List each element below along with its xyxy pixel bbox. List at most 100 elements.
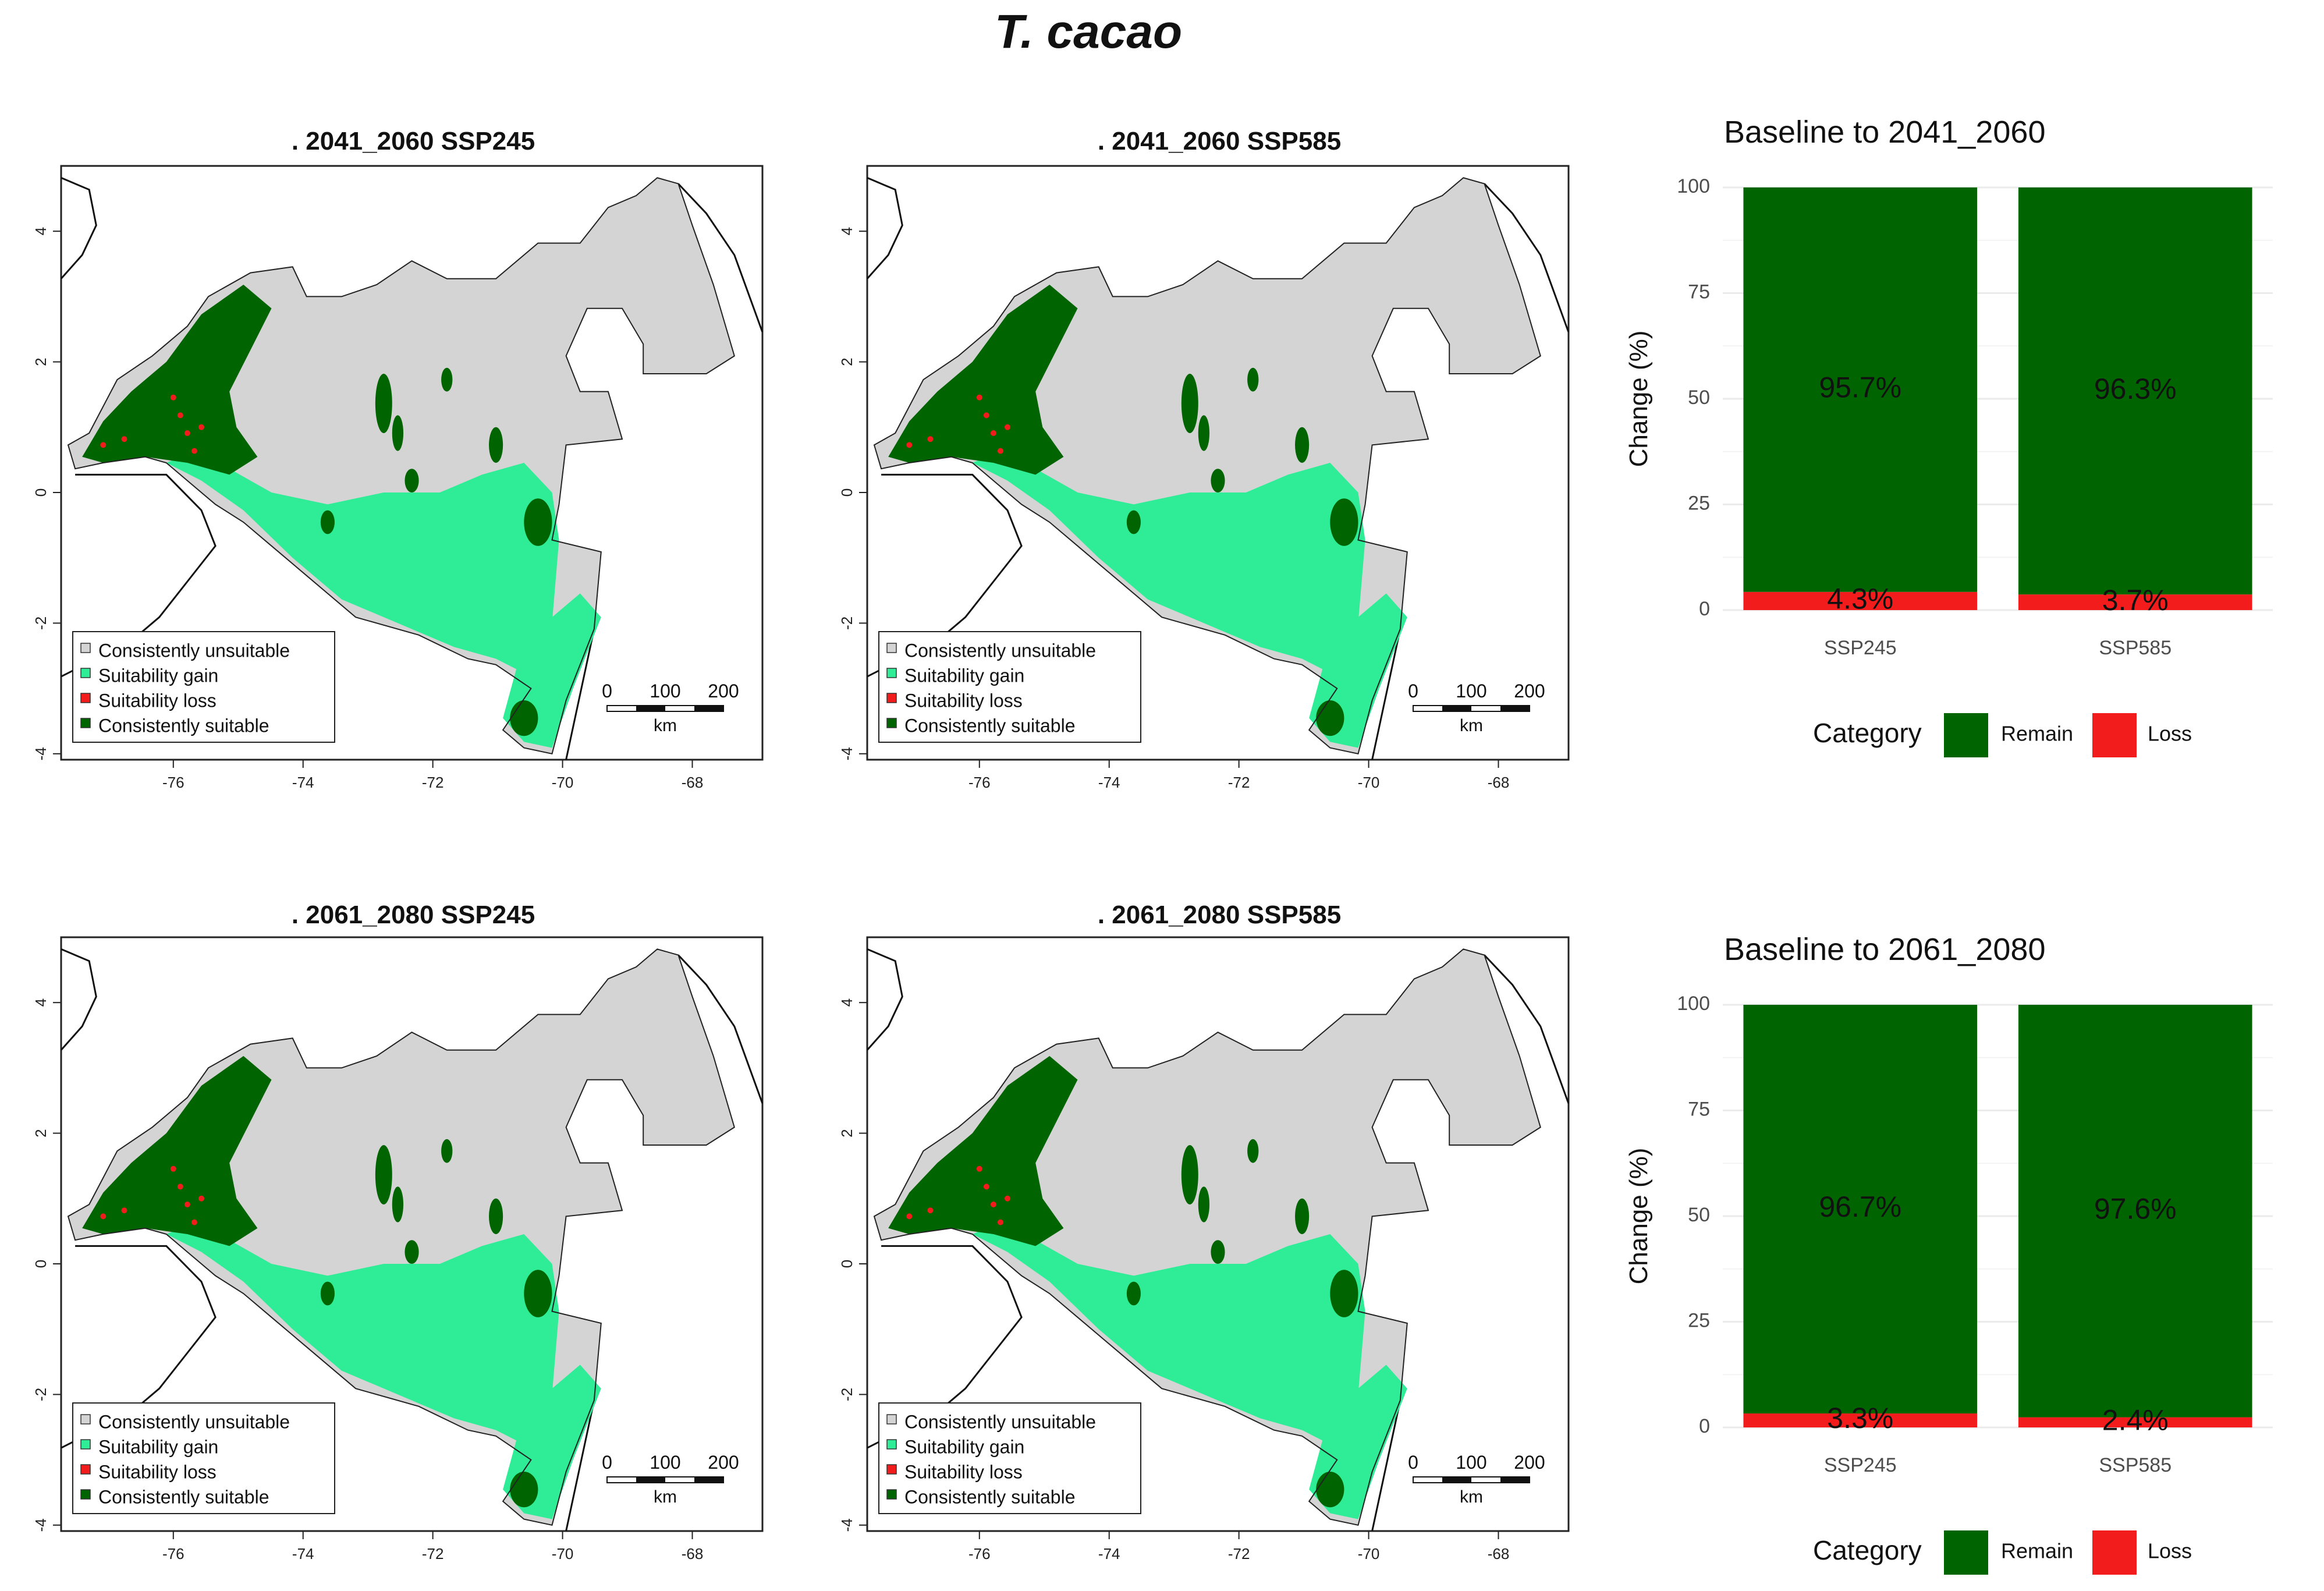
map-2061-ssp585: -76 -74 -72 -70 -68 4 2 0 -2 -4 Consistently unsui… <box>838 936 1570 1562</box>
scale-unit: km <box>1460 1487 1483 1507</box>
suitable-patch <box>1181 1145 1198 1204</box>
y-tick-label: 4 <box>838 227 856 235</box>
loss-patch <box>177 412 183 419</box>
loss-patch <box>121 436 127 442</box>
legend-label: Suitability loss <box>98 690 217 711</box>
bar-loss-ssp245 <box>1743 591 1978 610</box>
loss-patch <box>983 1183 989 1190</box>
suitable-patch <box>1198 415 1210 451</box>
legend-label: Suitability loss <box>98 1461 217 1482</box>
loss-patch <box>100 442 107 448</box>
scale-bar-segment <box>1442 706 1471 711</box>
y-tick-label: 2 <box>838 357 856 366</box>
y-tick-label: -4 <box>32 1518 49 1532</box>
loss-patch <box>983 412 989 419</box>
suitable-patch <box>1211 469 1225 492</box>
x-tick-label: SSP245 <box>1824 1454 1897 1476</box>
region-gain <box>166 451 559 677</box>
legend-swatch <box>886 1464 897 1475</box>
legend-label: Suitability gain <box>98 665 218 686</box>
x-tick-label: -72 <box>1228 1545 1250 1562</box>
legend-label-loss: Loss <box>2148 1539 2192 1563</box>
suitable-patch <box>375 374 392 433</box>
scale-bar-segment <box>1442 1477 1471 1483</box>
x-tick-label: -68 <box>682 1545 704 1562</box>
loss-patch <box>927 1207 934 1214</box>
legend-swatch <box>886 1489 897 1500</box>
x-tick-label: -68 <box>1488 774 1510 791</box>
bar-loss-ssp245 <box>1743 1413 1978 1427</box>
legend-swatch <box>886 1414 897 1425</box>
loss-patch <box>976 394 982 401</box>
suitable-patch <box>524 498 552 546</box>
data-label-loss: 4.3% <box>1827 583 1893 615</box>
border-line <box>677 183 764 333</box>
y-tick-label: 100 <box>1677 993 1710 1015</box>
data-label-remain: 96.3% <box>2094 373 2177 405</box>
map-title-2061-ssp245: . 2061_2080 SSP245 <box>291 901 535 929</box>
legend-label: Suitability gain <box>904 1436 1024 1457</box>
legend-label-remain: Remain <box>2001 722 2073 746</box>
y-axis-label: Change (%) <box>1624 331 1653 467</box>
scale-label: 100 <box>650 681 680 701</box>
y-tick-label: 100 <box>1677 175 1710 197</box>
x-tick-label: -70 <box>552 774 574 791</box>
legend-swatch <box>886 693 897 703</box>
suitable-patch <box>1330 1270 1358 1317</box>
bar-remain-ssp585 <box>2018 187 2252 595</box>
y-tick-label: 4 <box>838 998 856 1007</box>
y-tick-label: -2 <box>32 1388 49 1401</box>
y-tick-label: 25 <box>1688 492 1710 514</box>
legend-label: Suitability gain <box>98 1436 218 1457</box>
suitable-patch <box>1247 1139 1259 1163</box>
legend-label-loss: Loss <box>2148 722 2192 746</box>
data-label-remain: 95.7% <box>1819 371 1901 404</box>
coastline <box>60 948 97 1051</box>
x-tick-label: -74 <box>1098 1545 1120 1562</box>
bar-chart-title-2041: Baseline to 2041_2060 <box>1724 115 2046 150</box>
scale-label: 200 <box>708 1452 739 1473</box>
legend-swatch <box>886 643 897 653</box>
loss-patch <box>191 448 197 454</box>
y-tick-label: -4 <box>838 747 856 760</box>
loss-patch <box>990 430 996 436</box>
loss-patch <box>177 1183 183 1190</box>
border-line <box>1484 954 1570 1104</box>
suitable-patch <box>489 1198 503 1234</box>
legend-swatch <box>80 668 91 678</box>
bar-loss-ssp585 <box>2018 594 2252 610</box>
region-suitable <box>888 1056 1078 1246</box>
y-tick-label: 4 <box>32 998 49 1007</box>
y-tick-label: 0 <box>838 488 856 497</box>
x-tick-label: -72 <box>1228 774 1250 791</box>
scale-label: 100 <box>650 1452 680 1473</box>
x-tick-label: -72 <box>422 774 444 791</box>
map-2041-ssp585: -76 -74 -72 -70 -68 4 2 0 -2 -4 Consistently unsui… <box>838 165 1570 791</box>
suitable-patch <box>1316 1472 1344 1508</box>
border-line <box>677 954 764 1104</box>
coastline <box>866 177 903 279</box>
suitable-patch <box>1295 427 1310 463</box>
legend-label: Consistently suitable <box>904 1486 1075 1507</box>
loss-patch <box>990 1202 996 1207</box>
y-tick-label: -2 <box>32 616 49 630</box>
suitable-patch <box>375 1145 392 1204</box>
x-tick-label: SSP245 <box>1824 637 1897 659</box>
legend-swatch-remain <box>1944 713 1988 757</box>
scale-label: 100 <box>1456 681 1486 701</box>
region-gain <box>972 451 1365 677</box>
y-tick-label: -2 <box>838 616 856 630</box>
legend-label: Suitability loss <box>904 1461 1023 1482</box>
legend-label: Consistently suitable <box>98 1486 269 1507</box>
loss-patch <box>170 394 176 401</box>
region-outline <box>873 177 1541 754</box>
legend-swatch <box>80 1489 91 1500</box>
suitable-patch <box>1316 700 1344 736</box>
suitable-patch <box>489 427 503 463</box>
legend-swatch <box>80 718 91 728</box>
legend-swatch-loss <box>2092 1530 2137 1575</box>
bar-remain-ssp585 <box>2018 1005 2252 1418</box>
legend-swatch-remain <box>1944 1530 1988 1575</box>
scale-label: 100 <box>1456 1452 1486 1473</box>
